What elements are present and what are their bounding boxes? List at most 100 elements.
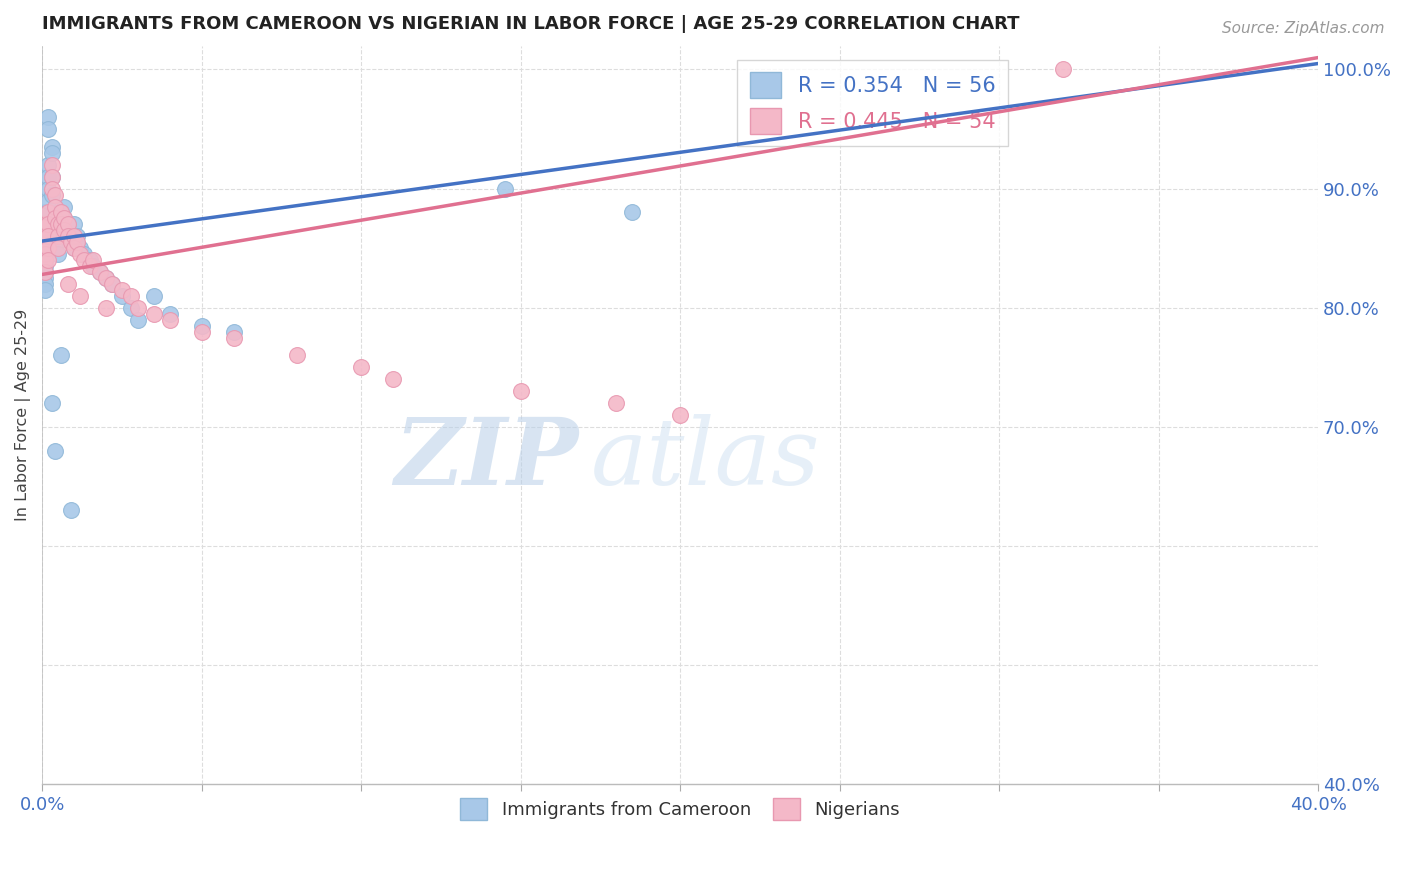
Point [59,235,82,250]
Point [51,218,73,232]
Point [89,265,111,279]
Point [79,259,101,273]
Point [59,503,82,517]
Point [34,283,56,297]
Point [34,218,56,232]
Point [66,229,89,244]
Point [101,277,124,291]
Point [53,211,76,226]
Point [37,205,59,219]
Point [46,218,69,232]
Point [37,235,59,250]
Point [37,122,59,136]
Point [101,277,124,291]
Point [41,140,63,154]
Point [44,229,66,244]
Point [142,289,165,303]
Point [127,312,149,326]
Point [127,301,149,315]
Point [37,253,59,268]
Point [34,259,56,273]
Point [34,253,56,268]
Point [51,349,73,363]
Point [37,241,59,255]
Point [44,211,66,226]
Point [56,277,79,291]
Point [34,265,56,279]
Point [34,271,56,285]
Point [44,218,66,232]
Point [66,235,89,250]
Point [46,229,69,244]
Point [222,330,245,344]
Point [41,187,63,202]
Point [51,218,73,232]
Point [34,247,56,261]
Point [51,205,73,219]
Point [34,265,56,279]
Point [82,253,104,268]
Point [37,194,59,208]
Point [53,211,76,226]
Point [69,241,91,255]
Point [69,289,91,303]
Point [34,229,56,244]
Point [69,247,91,261]
Legend: Immigrants from Cameroon, Nigerians: Immigrants from Cameroon, Nigerians [453,790,907,827]
Point [285,349,308,363]
Point [41,396,63,410]
Point [46,211,69,226]
Text: atlas: atlas [591,415,820,504]
Point [53,223,76,237]
Text: ZIP: ZIP [394,415,578,504]
Point [222,325,245,339]
Point [494,181,516,195]
Text: IMMIGRANTS FROM CAMEROON VS NIGERIAN IN LABOR FORCE | AGE 25-29 CORRELATION CHAR: IMMIGRANTS FROM CAMEROON VS NIGERIAN IN … [42,15,1019,33]
Point [509,384,531,399]
Point [94,301,117,315]
Point [41,169,63,184]
Point [142,307,165,321]
Point [350,360,373,375]
Point [120,301,142,315]
Point [34,277,56,291]
Point [605,396,627,410]
Point [79,253,101,268]
Point [190,318,212,333]
Point [94,271,117,285]
Point [63,218,86,232]
Point [190,325,212,339]
Point [37,158,59,172]
Point [159,312,181,326]
Point [34,205,56,219]
Point [46,247,69,261]
Point [41,181,63,195]
Point [34,241,56,255]
Point [63,241,86,255]
Point [382,372,405,386]
Point [41,145,63,160]
Point [37,110,59,124]
Point [46,223,69,237]
Point [63,241,86,255]
Point [72,247,94,261]
Point [56,218,79,232]
Point [44,241,66,255]
Point [111,289,134,303]
Point [37,229,59,244]
Point [59,235,82,250]
Point [72,253,94,268]
Point [34,253,56,268]
Point [53,200,76,214]
Y-axis label: In Labor Force | Age 25-29: In Labor Force | Age 25-29 [15,309,31,521]
Point [41,169,63,184]
Point [37,181,59,195]
Point [89,265,111,279]
Point [669,408,692,422]
Point [159,307,181,321]
Point [37,169,59,184]
Point [1052,62,1074,77]
Point [63,229,86,244]
Point [51,205,73,219]
Text: Source: ZipAtlas.com: Source: ZipAtlas.com [1222,21,1385,36]
